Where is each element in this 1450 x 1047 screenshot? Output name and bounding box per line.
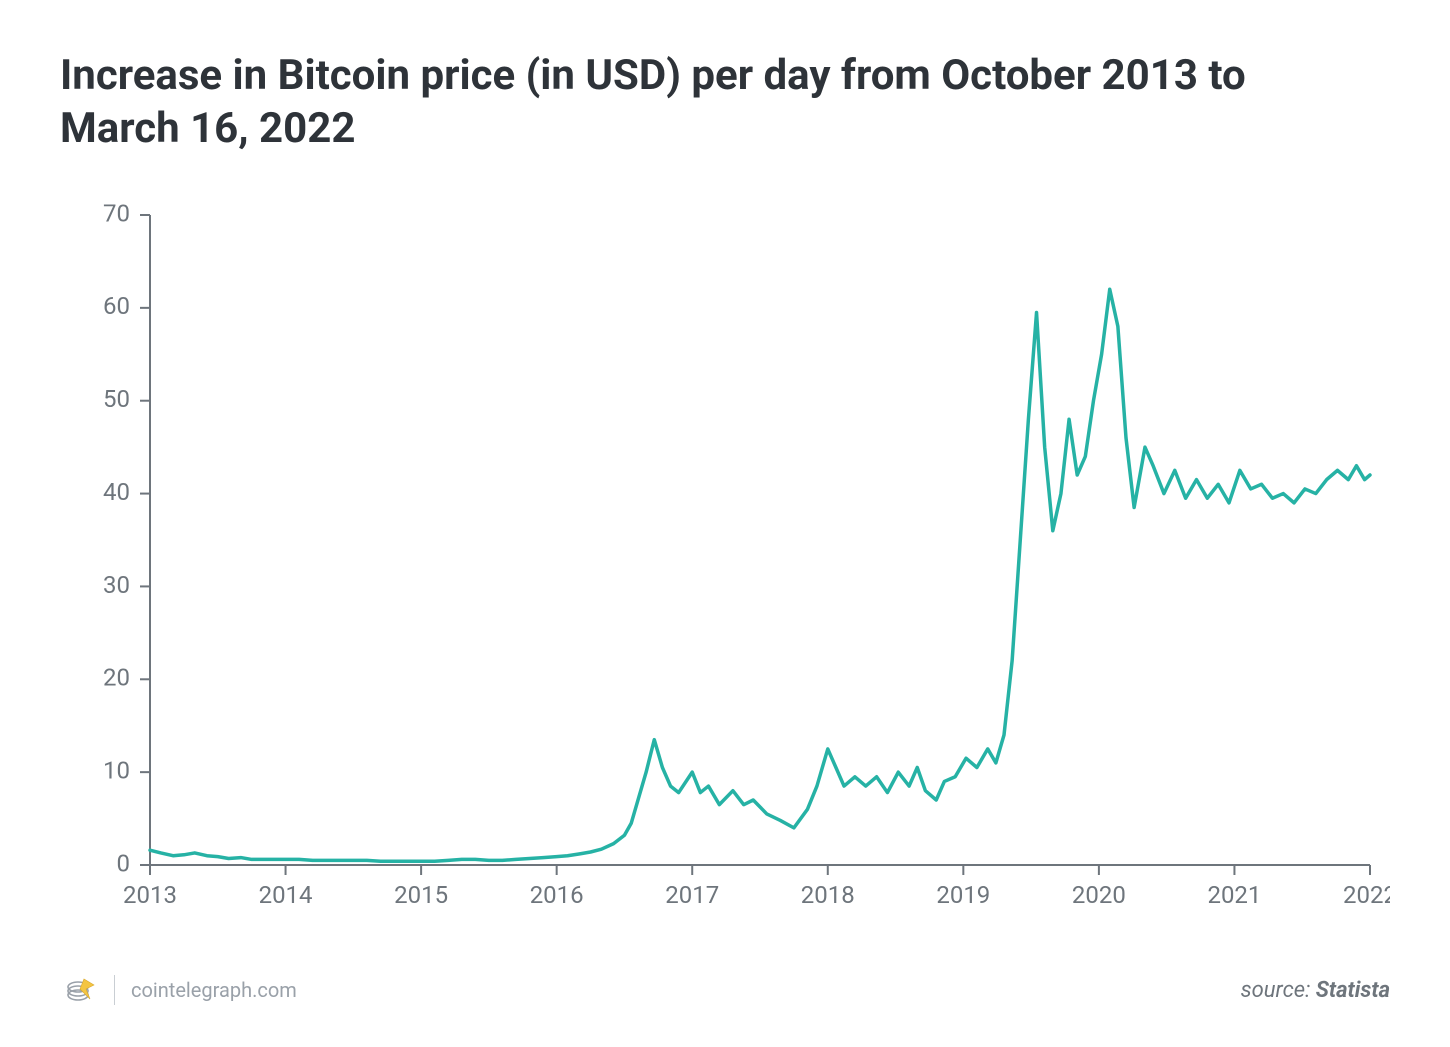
source-label: source: bbox=[1241, 978, 1316, 1003]
x-tick-label: 2021 bbox=[1207, 881, 1261, 909]
cointelegraph-logo-icon bbox=[64, 973, 98, 1007]
x-tick-label: 2022 bbox=[1343, 881, 1390, 909]
x-tick-label: 2018 bbox=[801, 881, 855, 909]
site-label: cointelegraph.com bbox=[131, 978, 297, 1002]
y-tick-label: 30 bbox=[103, 571, 130, 599]
y-tick-label: 20 bbox=[103, 664, 130, 692]
line-chart: 0 10 20 30 40 50 60 70 2013 2014 2015 2016 2017 2018 2… bbox=[60, 195, 1390, 939]
price-line bbox=[150, 289, 1370, 861]
x-tick-label: 2016 bbox=[530, 881, 584, 909]
source-name: Statista bbox=[1316, 978, 1390, 1003]
x-tick-label: 2019 bbox=[936, 881, 990, 909]
x-tick-label: 2013 bbox=[123, 881, 177, 909]
footer-divider bbox=[114, 975, 115, 1005]
x-tick-label: 2014 bbox=[259, 881, 313, 909]
x-tick-label: 2017 bbox=[665, 881, 719, 909]
y-tick-label: 40 bbox=[103, 478, 130, 506]
chart-title: Increase in Bitcoin price (in USD) per d… bbox=[60, 50, 1320, 155]
x-tick-label: 2015 bbox=[394, 881, 448, 909]
y-tick-label: 50 bbox=[103, 385, 130, 413]
y-tick-label: 0 bbox=[117, 849, 131, 877]
y-tick-label: 10 bbox=[103, 756, 130, 784]
y-tick-label: 70 bbox=[103, 199, 130, 227]
x-tick-label: 2020 bbox=[1072, 881, 1126, 909]
y-tick-label: 60 bbox=[103, 292, 130, 320]
source-attribution: source: Statista bbox=[1241, 978, 1390, 1003]
footer: cointelegraph.com source: Statista bbox=[60, 973, 1390, 1007]
